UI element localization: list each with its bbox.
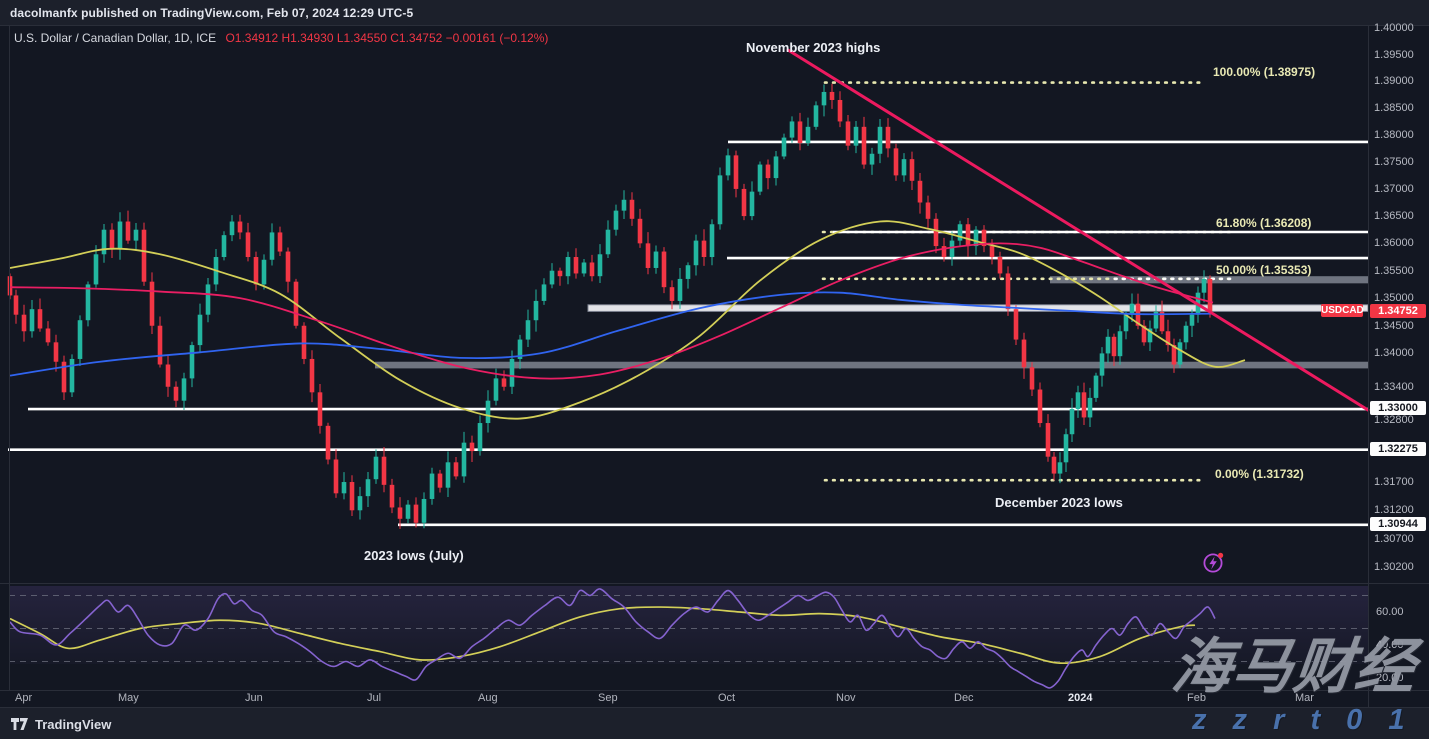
rsi-pane-background [9,586,1368,664]
price-tick: 1.39500 [1374,48,1414,61]
time-axis-label: Jul [367,692,382,704]
price-tick: 1.36000 [1374,237,1414,250]
tradingview-brand-text: TradingView [35,716,112,732]
symbol-title: U.S. Dollar / Canadian Dollar, 1D, ICE [14,31,217,45]
horizontal-levels [8,140,1368,527]
price-tick: 1.40000 [1374,22,1414,34]
fib-label-50: 50.00% (1.35353) [1216,263,1312,277]
last-price-label: 1.34752 [1370,303,1426,318]
descending-trendline [786,48,1370,412]
moving-averages [9,220,1246,420]
price-line-symbol-tag: USDCAD [1321,304,1364,318]
annotation-july-lows: 2023 lows (July) [364,548,464,563]
time-axis-label: Apr [15,692,33,704]
fib-label-61-8: 61.80% (1.36208) [1216,216,1312,230]
time-axis-label: May [118,692,139,704]
time-axis-label: Feb [1187,692,1206,704]
boost-flash-icon[interactable] [1203,552,1224,573]
price-tick: 1.35000 [1374,292,1414,305]
footer-bar: TradingView [0,707,1429,739]
level-price-label: 1.32275 [1370,441,1426,456]
time-axis-label: Aug [478,692,498,704]
time-axis-label: Nov [836,692,856,704]
price-tick: 1.37000 [1374,182,1414,195]
price-tick: 1.30200 [1374,561,1414,574]
ohlc-values: O1.34912 H1.34930 L1.34550 C1.34752 −0.0… [225,31,549,45]
price-tick: 1.38500 [1374,102,1414,115]
tradingview-link[interactable]: TradingView [10,716,111,732]
time-axis-label: Dec [954,692,974,704]
price-tick: 1.34000 [1374,347,1414,360]
price-tick: 1.31700 [1374,476,1414,489]
fib-label-0: 0.00% (1.31732) [1215,467,1304,481]
time-axis-label: Mar [1295,692,1314,704]
tradingview-logo-icon [11,718,28,730]
pane-borders [0,25,1429,707]
indicator-tick: 20.00 [1376,672,1404,684]
price-tick: 1.33400 [1374,380,1414,393]
time-axis-label: Oct [718,692,736,704]
price-tick: 1.38000 [1374,128,1414,141]
indicator-tick: 60.00 [1376,606,1404,618]
level-price-label: 1.30944 [1370,516,1426,531]
price-tick: 1.32800 [1374,414,1414,427]
price-tick: 1.36500 [1374,210,1414,223]
indicator-tick: 40.00 [1376,639,1404,651]
time-axis-label: 2024 [1068,692,1093,704]
price-tick: 1.34500 [1374,319,1414,332]
price-zones [375,276,1369,369]
annotation-december-lows: December 2023 lows [995,495,1123,510]
price-tick: 1.35500 [1374,264,1414,277]
time-axis-label: Sep [598,692,618,704]
level-price-label: 1.33000 [1370,401,1426,416]
annotation-november-highs: November 2023 highs [746,40,881,55]
price-tick: 1.30700 [1374,532,1414,545]
symbol-legend[interactable]: U.S. Dollar / Canadian Dollar, 1D, ICE O… [14,31,548,45]
time-axis-label: Jun [245,692,263,704]
price-tick: 1.31200 [1374,504,1414,517]
price-tick: 1.39000 [1374,75,1414,88]
price-tick: 1.37500 [1374,155,1414,168]
rsi-lines [9,588,1216,689]
publish-info-text: dacolmanfx published on TradingView.com,… [10,5,414,20]
fib-label-100: 100.00% (1.38975) [1213,65,1316,79]
